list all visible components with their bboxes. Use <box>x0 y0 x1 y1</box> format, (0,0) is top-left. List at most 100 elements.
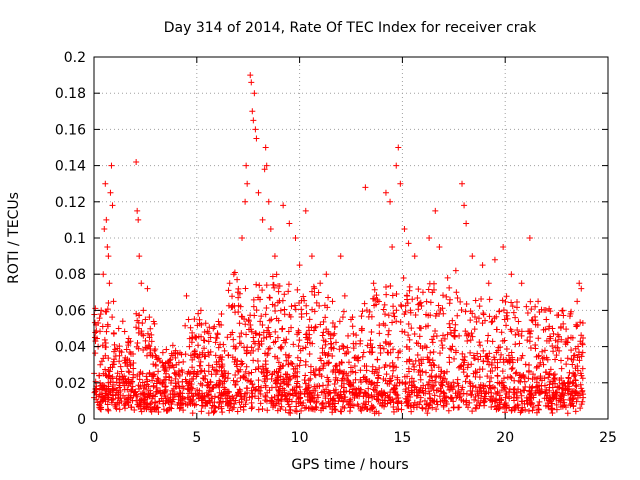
data-point <box>136 253 143 260</box>
data-point <box>280 202 287 209</box>
data-point <box>388 377 395 384</box>
data-point <box>437 374 444 381</box>
data-point <box>282 339 289 346</box>
data-point <box>275 392 282 399</box>
data-point <box>111 341 118 348</box>
data-point <box>389 373 396 380</box>
y-tick-label: 0.16 <box>55 122 86 138</box>
data-point <box>320 318 327 325</box>
data-point <box>102 398 109 405</box>
data-point <box>286 352 293 359</box>
data-point <box>133 324 140 331</box>
data-point <box>292 407 299 414</box>
data-point <box>200 375 207 382</box>
data-point <box>234 276 241 283</box>
data-point <box>486 382 493 389</box>
data-point <box>467 317 474 324</box>
data-point <box>256 282 263 289</box>
data-point <box>543 395 550 402</box>
data-point <box>250 357 257 364</box>
data-point <box>563 361 570 368</box>
data-point <box>312 403 319 410</box>
data-point <box>526 235 533 241</box>
data-point <box>436 244 443 251</box>
data-point <box>371 370 378 377</box>
data-point <box>265 198 272 205</box>
data-point <box>329 352 336 359</box>
data-point <box>255 346 262 353</box>
data-point <box>493 326 500 333</box>
data-point <box>488 374 495 381</box>
data-point <box>499 297 506 304</box>
data-point <box>468 361 475 368</box>
data-point <box>297 394 304 401</box>
data-point <box>415 286 422 293</box>
data-point <box>302 380 309 387</box>
data-point <box>454 376 461 383</box>
data-point <box>396 348 403 355</box>
data-point <box>500 307 507 314</box>
data-point <box>344 376 351 383</box>
data-point <box>487 368 494 375</box>
data-point <box>452 321 459 328</box>
data-point <box>368 328 375 335</box>
data-point <box>410 378 417 385</box>
data-point <box>560 320 567 327</box>
data-point <box>290 365 297 372</box>
data-point <box>344 344 351 351</box>
data-point <box>308 324 315 331</box>
data-point <box>325 330 332 337</box>
data-point <box>427 349 434 356</box>
data-point <box>556 377 563 384</box>
data-point <box>275 387 282 394</box>
data-point <box>283 381 290 388</box>
data-point <box>420 356 427 363</box>
data-point <box>148 338 155 345</box>
data-point <box>148 331 155 338</box>
data-point <box>539 348 546 355</box>
data-point <box>317 355 324 362</box>
data-point <box>263 372 270 379</box>
data-point <box>440 402 447 409</box>
data-point <box>457 393 464 400</box>
data-point <box>347 404 354 411</box>
data-point <box>183 292 190 299</box>
data-point <box>202 353 209 360</box>
data-point <box>474 350 481 357</box>
data-point <box>264 368 271 375</box>
data-point <box>278 396 285 403</box>
data-point <box>146 314 153 321</box>
data-point <box>250 334 257 341</box>
data-point <box>130 371 137 378</box>
data-point <box>123 346 130 353</box>
data-point <box>503 346 510 353</box>
data-point <box>555 333 562 340</box>
data-point <box>471 314 478 321</box>
data-point <box>461 202 468 209</box>
data-point <box>306 350 313 357</box>
data-point <box>236 333 243 340</box>
y-tick-label: 0 <box>77 412 86 428</box>
data-point <box>469 408 476 415</box>
data-point <box>361 300 368 307</box>
data-point <box>177 404 184 411</box>
data-point <box>172 347 179 354</box>
data-point <box>517 371 524 378</box>
data-point <box>579 398 586 405</box>
data-point <box>180 395 187 402</box>
data-point <box>577 338 584 345</box>
data-point <box>252 366 259 373</box>
data-point <box>550 372 557 379</box>
data-point <box>262 311 269 318</box>
data-point <box>496 380 503 387</box>
data-point <box>474 369 481 376</box>
data-point <box>206 397 213 404</box>
data-point <box>300 399 307 406</box>
data-point <box>271 253 278 260</box>
data-point <box>285 361 292 368</box>
y-tick-label: 0.08 <box>55 267 86 283</box>
data-point <box>503 293 510 300</box>
data-point <box>353 355 360 362</box>
data-point <box>269 273 276 280</box>
data-point <box>134 207 141 214</box>
